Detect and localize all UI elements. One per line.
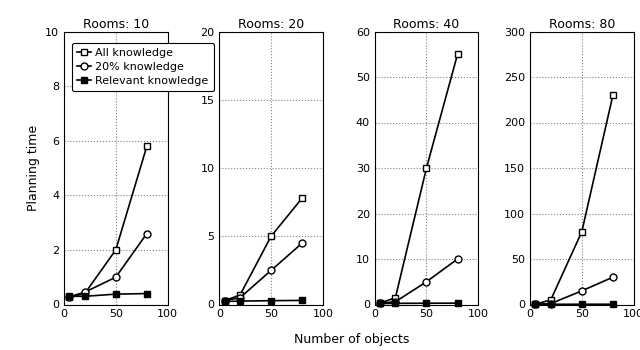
Line: Relevant knowledge: Relevant knowledge — [66, 290, 150, 300]
20% knowledge — [221, 299, 228, 303]
Title: Rooms: 40: Rooms: 40 — [394, 19, 460, 32]
Relevant knowledge — [392, 301, 399, 306]
All knowledge — [298, 196, 306, 200]
Line: 20% knowledge: 20% knowledge — [66, 230, 150, 300]
Relevant knowledge — [236, 299, 244, 303]
Relevant knowledge — [221, 299, 228, 303]
All knowledge — [376, 301, 384, 305]
20% knowledge — [454, 257, 461, 261]
All knowledge — [143, 144, 150, 148]
Line: 20% knowledge: 20% knowledge — [376, 256, 461, 307]
All knowledge — [531, 302, 539, 306]
All knowledge — [578, 230, 586, 234]
All knowledge — [81, 292, 88, 296]
20% knowledge — [422, 280, 430, 284]
All knowledge — [392, 295, 399, 300]
Line: All knowledge: All knowledge — [221, 195, 306, 304]
20% knowledge — [112, 275, 120, 279]
Title: Rooms: 80: Rooms: 80 — [548, 19, 615, 32]
Relevant knowledge — [65, 294, 73, 299]
Line: All knowledge: All knowledge — [532, 92, 616, 308]
Line: All knowledge: All knowledge — [376, 51, 461, 307]
20% knowledge — [236, 295, 244, 300]
Relevant knowledge — [268, 299, 275, 303]
20% knowledge — [609, 275, 617, 279]
All knowledge — [221, 299, 228, 303]
Line: 20% knowledge: 20% knowledge — [221, 240, 306, 304]
Line: All knowledge: All knowledge — [66, 143, 150, 300]
Line: Relevant knowledge: Relevant knowledge — [532, 301, 616, 308]
Relevant knowledge — [454, 301, 461, 305]
All knowledge — [547, 298, 555, 302]
20% knowledge — [376, 301, 384, 305]
Line: Relevant knowledge: Relevant knowledge — [221, 297, 306, 305]
Relevant knowledge — [422, 301, 430, 305]
Relevant knowledge — [531, 302, 539, 306]
All knowledge — [609, 93, 617, 97]
Relevant knowledge — [609, 302, 617, 306]
All knowledge — [65, 295, 73, 299]
Legend: All knowledge, 20% knowledge, Relevant knowledge: All knowledge, 20% knowledge, Relevant k… — [72, 42, 214, 91]
All knowledge — [454, 52, 461, 56]
Title: Rooms: 10: Rooms: 10 — [83, 19, 149, 32]
20% knowledge — [298, 241, 306, 245]
Relevant knowledge — [81, 294, 88, 299]
20% knowledge — [547, 301, 555, 306]
20% knowledge — [143, 231, 150, 236]
Line: Relevant knowledge: Relevant knowledge — [376, 300, 461, 307]
All knowledge — [422, 166, 430, 170]
Text: Number of objects: Number of objects — [294, 334, 410, 346]
Relevant knowledge — [112, 292, 120, 296]
20% knowledge — [65, 295, 73, 299]
Y-axis label: Planning time: Planning time — [27, 125, 40, 211]
20% knowledge — [268, 268, 275, 272]
All knowledge — [268, 234, 275, 238]
Relevant knowledge — [547, 302, 555, 306]
20% knowledge — [81, 290, 88, 294]
Relevant knowledge — [143, 292, 150, 296]
All knowledge — [112, 248, 120, 252]
Relevant knowledge — [298, 298, 306, 302]
All knowledge — [236, 293, 244, 297]
Relevant knowledge — [376, 301, 384, 306]
Line: 20% knowledge: 20% knowledge — [532, 274, 616, 308]
20% knowledge — [392, 300, 399, 304]
Relevant knowledge — [578, 302, 586, 306]
Title: Rooms: 20: Rooms: 20 — [238, 19, 304, 32]
20% knowledge — [578, 289, 586, 293]
20% knowledge — [531, 302, 539, 306]
